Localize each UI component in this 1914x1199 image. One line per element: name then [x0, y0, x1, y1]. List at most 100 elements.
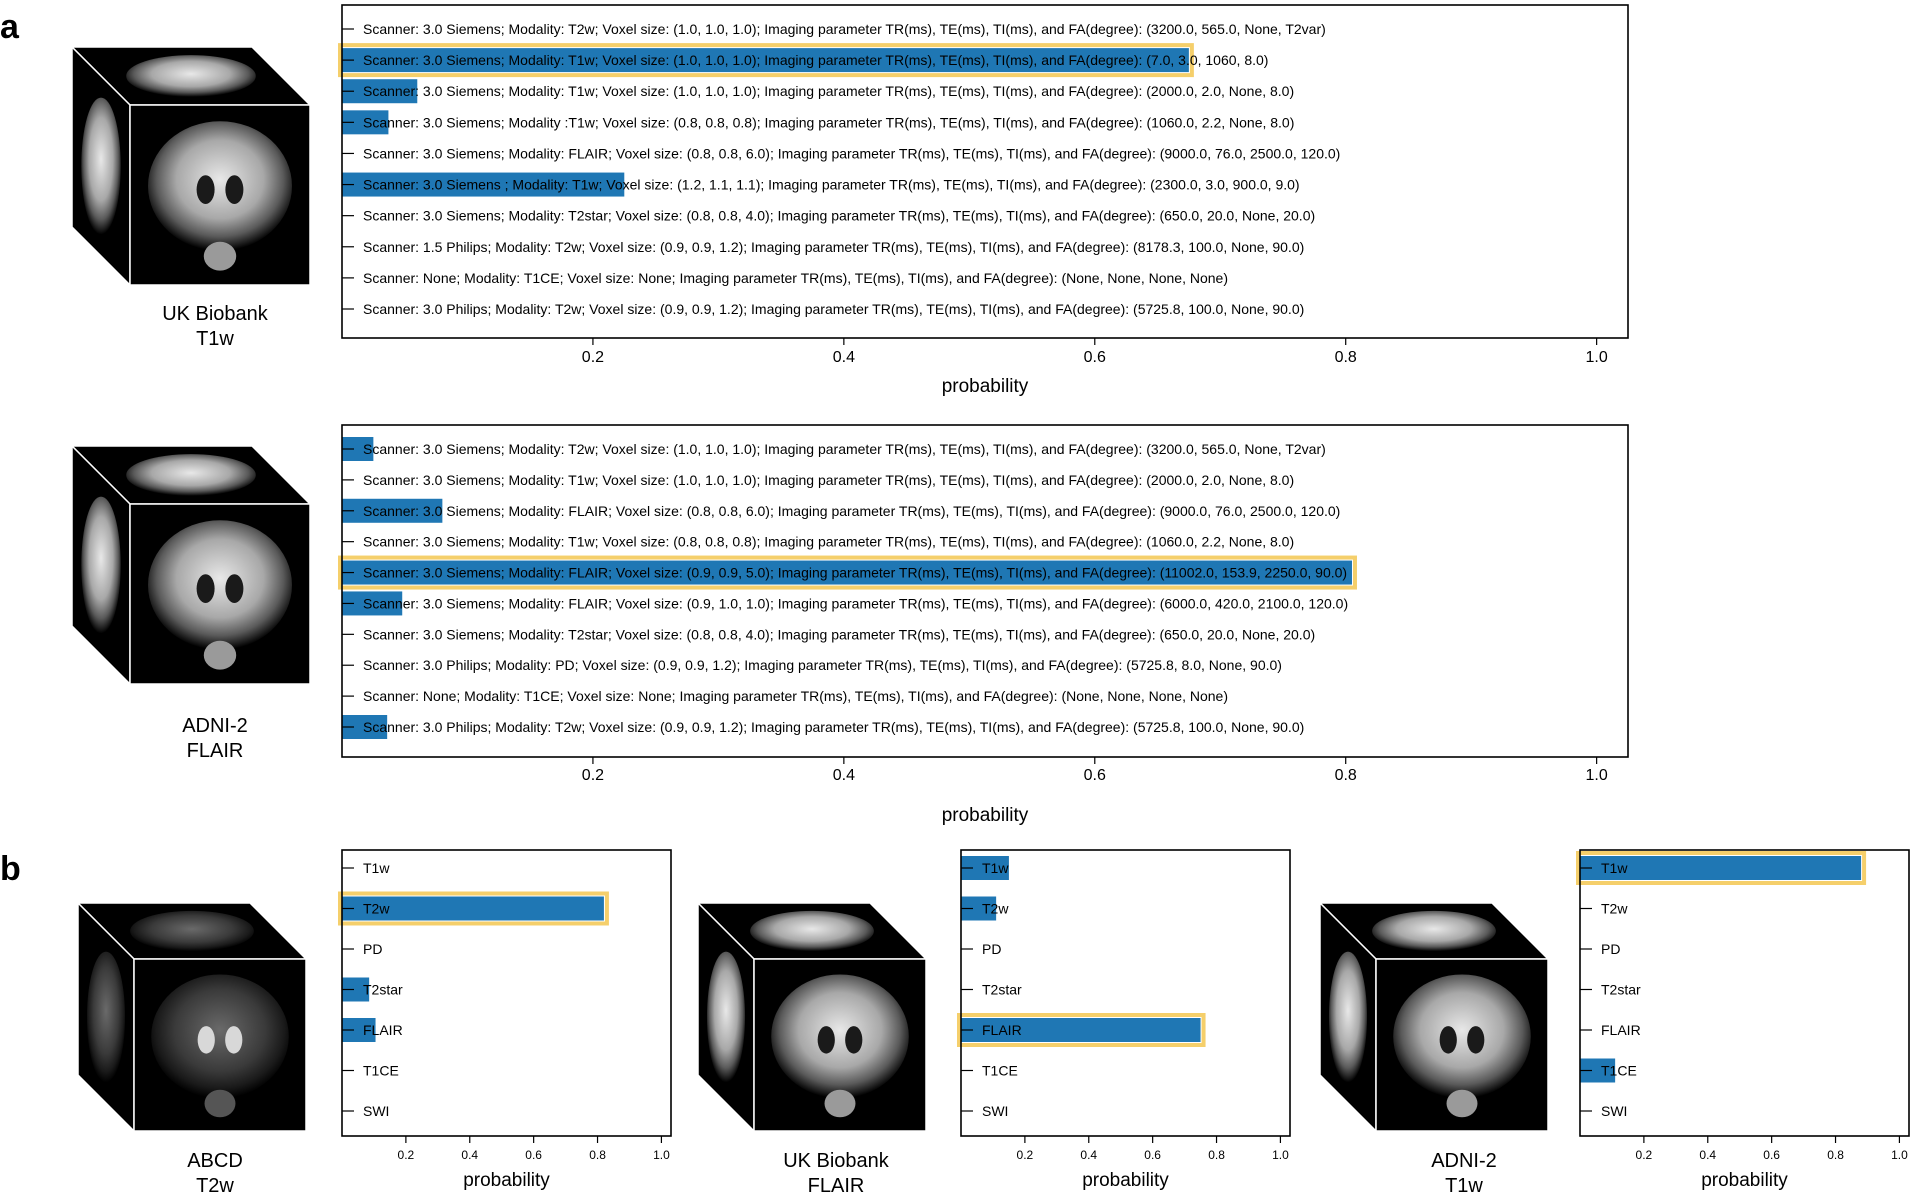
bar-6 — [342, 172, 625, 197]
plot-frame — [341, 4, 1629, 339]
bar-5 — [342, 560, 1352, 585]
category-label: Scanner: None; Modality: T1CE; Voxel siz… — [363, 270, 1228, 286]
category-label: Scanner: 3.0 Siemens; Modality: T1w; Vox… — [363, 52, 1268, 68]
sagittal-slice — [1328, 951, 1368, 1083]
bar-2 — [342, 896, 604, 921]
image-caption: UK Biobank — [783, 1150, 890, 1172]
category-label: SWI — [1601, 1103, 1627, 1119]
category-label: PD — [1601, 941, 1620, 957]
image-caption: T1w — [1445, 1175, 1483, 1197]
category-label: T1w — [982, 860, 1009, 876]
category-label: Scanner: 3.0 Siemens; Modality: T2star; … — [363, 626, 1315, 642]
x-tick-label: 0.2 — [1636, 1148, 1653, 1162]
brain-mri-cube-icon — [696, 901, 928, 1133]
brainstem — [1446, 1089, 1478, 1118]
x-tick-label: 0.2 — [398, 1148, 415, 1162]
category-label: Scanner: 3.0 Siemens; Modality: T2w; Vox… — [363, 21, 1326, 37]
category-label: FLAIR — [1601, 1022, 1641, 1038]
x-axis-label: probability — [1082, 1170, 1169, 1191]
panel-label-b: b — [0, 850, 21, 888]
category-label: T1w — [363, 860, 390, 876]
category-label: T1CE — [1601, 1063, 1637, 1079]
bar-2 — [342, 48, 1189, 73]
image-caption: FLAIR — [808, 1175, 865, 1197]
category-label: Scanner: 3.0 Siemens ; Modality: T1w; Vo… — [363, 177, 1300, 193]
bar-5 — [961, 1018, 1201, 1042]
bar-3 — [342, 498, 443, 523]
highlight-box — [338, 555, 1357, 590]
x-tick-label: 1.0 — [1586, 767, 1608, 784]
image-caption: ADNI-2 — [1431, 1150, 1497, 1172]
sagittal-slice — [81, 496, 121, 634]
axial-slice — [126, 454, 256, 496]
category-label: SWI — [982, 1103, 1008, 1119]
highlight-box — [338, 43, 1194, 78]
category-label: Scanner: 3.0 Siemens; Modality: FLAIR; V… — [363, 503, 1340, 519]
brainstem — [203, 241, 237, 271]
sagittal-slice — [81, 97, 121, 235]
brain-mri-cube-icon — [70, 45, 312, 287]
ventricle — [845, 1026, 863, 1054]
x-tick-label: 0.8 — [1208, 1148, 1225, 1162]
category-label: T2star — [982, 982, 1022, 998]
x-axis-label: probability — [942, 376, 1029, 397]
plot-frame — [341, 424, 1629, 758]
brainstem — [204, 1089, 236, 1118]
ventricle — [1467, 1026, 1485, 1054]
category-label: T1CE — [982, 1063, 1018, 1079]
brain-mri-cube-icon — [1318, 901, 1550, 1133]
x-tick-label: 0.8 — [1827, 1148, 1844, 1162]
x-tick-label: 0.8 — [1335, 767, 1357, 784]
axial-slice — [1372, 910, 1496, 952]
x-axis-label: probability — [1701, 1170, 1788, 1191]
category-label: PD — [363, 941, 382, 957]
category-label: Scanner: 3.0 Siemens; Modality: FLAIR; V… — [363, 145, 1340, 161]
x-tick-label: 0.8 — [1335, 349, 1357, 366]
bar-1 — [1580, 856, 1862, 880]
sagittal-slice — [86, 951, 126, 1083]
coronal-slice — [148, 121, 292, 251]
x-tick-label: 0.2 — [582, 767, 604, 784]
category-label: T1w — [1601, 860, 1628, 876]
chart-1: Scanner: 3.0 Siemens; Modality: T2w; Vox… — [162, 4, 1629, 397]
category-label: Scanner: None; Modality: T1CE; Voxel siz… — [363, 688, 1228, 704]
x-axis-label: probability — [942, 805, 1029, 826]
x-axis-label: probability — [463, 1170, 550, 1191]
plot-frame — [960, 849, 1291, 1137]
coronal-slice — [151, 974, 289, 1099]
brain-mri-cube-icon — [76, 901, 308, 1133]
ventricle — [196, 175, 215, 205]
category-label: Scanner: 3.0 Philips; Modality: T2w; Vox… — [363, 719, 1304, 735]
x-tick-label: 1.0 — [653, 1148, 670, 1162]
x-tick-label: 0.2 — [1017, 1148, 1034, 1162]
category-label: Scanner: 3.0 Philips; Modality: PD; Voxe… — [363, 657, 1282, 673]
sagittal-slice — [706, 951, 746, 1083]
chart-3: T1w T2w PD T2star FLAIR T1CE SWI 0.2 0.4 0.6 0.8 1.… — [187, 849, 672, 1197]
category-label: Scanner: 3.0 Siemens; Modality: T1w; Vox… — [363, 534, 1294, 550]
ventricle — [817, 1026, 835, 1054]
chart-4: T1w T2w PD T2star FLAIR T1CE SWI 0.2 0.4 0.6 0.8 1.… — [783, 849, 1291, 1197]
category-label: Scanner: 3.0 Siemens; Modality: T1w; Vox… — [363, 83, 1294, 99]
image-caption: FLAIR — [187, 740, 244, 762]
category-label: Scanner: 3.0 Siemens; Modality: T2star; … — [363, 208, 1315, 224]
highlight-box — [1576, 851, 1867, 885]
axial-slice — [130, 910, 254, 952]
brainstem — [203, 640, 237, 670]
coronal-slice — [148, 520, 292, 650]
category-label: T2w — [363, 901, 390, 917]
category-label: Scanner: 3.0 Siemens; Modality: FLAIR; V… — [363, 595, 1348, 611]
brain-mri-cube-icon — [70, 444, 312, 686]
image-caption: UK Biobank — [162, 303, 269, 325]
image-caption: ADNI-2 — [182, 715, 248, 737]
x-tick-label: 0.4 — [833, 349, 855, 366]
x-tick-label: 0.6 — [1763, 1148, 1780, 1162]
plot-frame — [1579, 849, 1910, 1137]
category-label: Scanner: 3.0 Philips; Modality: T2w; Vox… — [363, 301, 1304, 317]
category-label: FLAIR — [363, 1022, 403, 1038]
plot-frame — [341, 849, 672, 1137]
x-tick-label: 0.8 — [589, 1148, 606, 1162]
category-label: Scanner: 3.0 Siemens; Modality: T2w; Vox… — [363, 441, 1326, 457]
ventricle — [225, 1026, 243, 1054]
category-label: Scanner: 3.0 Siemens; Modality :T1w; Vox… — [363, 114, 1294, 130]
